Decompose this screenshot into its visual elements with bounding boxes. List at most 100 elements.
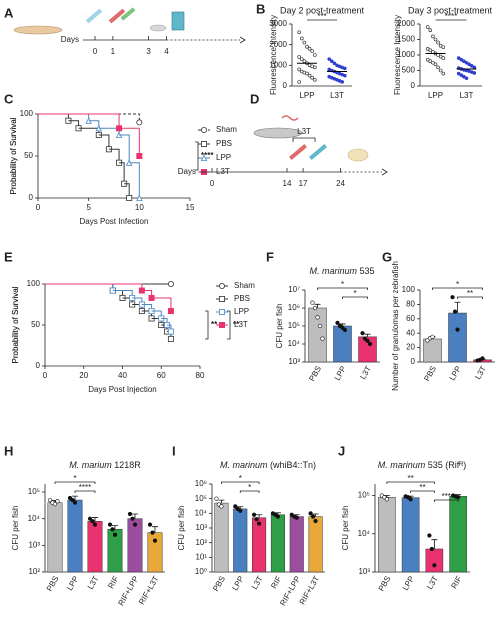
y-tick-label: 10⁴ — [28, 514, 41, 523]
data-point — [147, 522, 153, 527]
panel-letter: B — [256, 1, 265, 16]
data-point — [455, 327, 460, 332]
data-point — [297, 55, 302, 59]
x-tick-label: PBS — [211, 575, 227, 593]
annotation-bracket — [239, 490, 260, 493]
bar — [87, 521, 103, 573]
survival-step — [119, 162, 125, 184]
y-tick-label: 10⁰ — [195, 567, 207, 576]
data-point — [433, 37, 438, 42]
y-tick-label: 0 — [36, 361, 41, 370]
y-tick-label: 10³ — [288, 357, 300, 366]
y-axis-label: CFU per fish — [11, 506, 20, 551]
survival-step — [151, 297, 172, 312]
panel-letter: G — [382, 249, 392, 264]
x-axis-label: Days Post Infection — [80, 217, 149, 226]
x-tick-label: 4 — [164, 47, 169, 56]
x-tick-label: 0 — [43, 371, 48, 380]
survival-step — [38, 113, 90, 121]
legend-marker — [200, 140, 207, 147]
y-tick-label: 10⁴ — [288, 339, 301, 348]
data-point — [219, 504, 224, 509]
data-point — [127, 511, 133, 517]
data-point — [408, 497, 413, 502]
y-tick-label: 10⁴ — [195, 508, 208, 517]
x-tick-label: L3T — [473, 364, 488, 381]
data-point — [305, 71, 309, 76]
data-point — [438, 43, 443, 48]
y-axis-label: Number of granulomas per zebrafish — [391, 261, 400, 391]
data-point — [480, 356, 485, 361]
timeline-icons-a — [13, 7, 185, 35]
data-point — [90, 519, 95, 524]
error-bar — [256, 514, 263, 518]
panel-letter: E — [4, 249, 13, 264]
x-tick-label: LPP — [401, 575, 416, 593]
x-tick-label: RIF+L3T — [137, 574, 161, 606]
y-tick-label: 50 — [31, 320, 40, 329]
legend-marker — [218, 282, 225, 289]
y-tick-label: 10³ — [28, 540, 40, 549]
survival-step — [38, 113, 69, 121]
error-bar — [112, 525, 118, 530]
y-tick-label: 40 — [406, 328, 415, 337]
annotation-bracket — [74, 490, 96, 493]
y-axis-label: Probability of Survival — [9, 117, 18, 194]
data-point — [452, 309, 458, 314]
y-tick-label: 50 — [24, 151, 33, 160]
legend-marker — [200, 154, 208, 161]
y-tick-label: 10³ — [195, 523, 207, 532]
data-point — [384, 497, 389, 502]
data-point — [329, 59, 334, 64]
data-point — [320, 336, 325, 341]
data-point — [299, 57, 304, 61]
data-point — [72, 500, 78, 505]
error-bar — [364, 333, 371, 337]
x-tick-label: 20 — [79, 371, 88, 380]
annotation-bracket — [195, 141, 199, 171]
marker — [136, 119, 143, 126]
survival-step — [98, 127, 120, 135]
annotation-bracket — [342, 296, 368, 299]
data-point — [302, 59, 307, 64]
data-point — [310, 514, 316, 519]
data-point — [47, 497, 53, 503]
error-bar — [132, 513, 138, 519]
annotation-bracket — [54, 481, 96, 484]
marker — [136, 152, 143, 159]
y-tick-label: 10⁵ — [28, 487, 40, 496]
data-point — [441, 45, 446, 50]
bar — [378, 497, 396, 573]
data-point — [70, 497, 75, 503]
x-tick-label: 80 — [196, 371, 205, 380]
bar — [233, 508, 248, 573]
data-point — [340, 80, 345, 84]
y-tick-label: 10⁵ — [195, 494, 207, 503]
annotation-bracket — [457, 296, 483, 299]
y-tick-label: 10¹ — [195, 552, 207, 561]
chart-title: Day 2 post-treatment — [280, 5, 365, 15]
data-point — [312, 78, 317, 82]
annotation-bracket — [292, 137, 316, 142]
data-point — [132, 522, 138, 527]
survival-step — [78, 127, 100, 135]
y-tick-label: 10⁷ — [288, 285, 300, 294]
y-tick-label: 1000 — [397, 50, 415, 59]
data-point — [310, 300, 315, 305]
legend-label: L3T — [234, 320, 248, 329]
annotation-bracket — [410, 490, 435, 493]
y-tick-label: 2000 — [269, 40, 287, 49]
bar — [214, 502, 229, 573]
x-tick-label: L3T — [358, 364, 373, 381]
panel-letter: F — [266, 249, 274, 264]
annotation: **** — [201, 151, 214, 160]
x-tick-label: PBS — [377, 575, 393, 593]
data-point — [254, 517, 259, 522]
x-tick-label: LPP — [299, 91, 314, 100]
x-tick-label: L3T — [86, 574, 101, 591]
data-point — [305, 44, 309, 49]
data-point — [275, 514, 281, 519]
data-point — [150, 530, 155, 535]
annotation-bracket — [317, 287, 368, 290]
